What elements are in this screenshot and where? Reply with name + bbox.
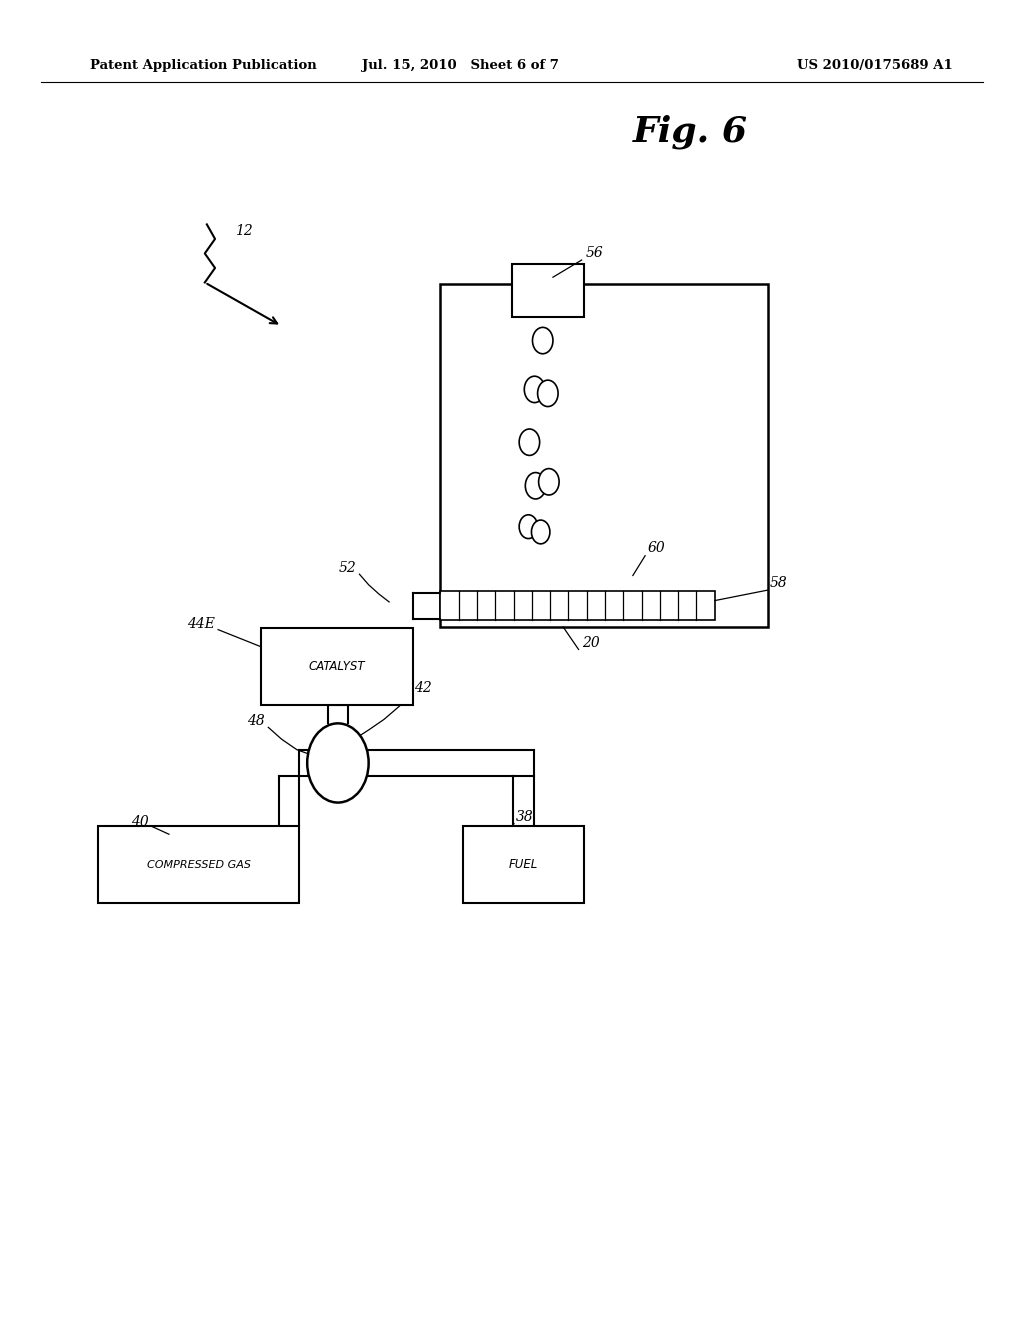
Text: 48: 48 <box>248 714 265 727</box>
Text: US 2010/0175689 A1: US 2010/0175689 A1 <box>797 59 952 73</box>
Text: Patent Application Publication: Patent Application Publication <box>90 59 316 73</box>
Bar <box>512 264 584 317</box>
Text: 20: 20 <box>582 636 599 649</box>
Circle shape <box>531 520 550 544</box>
Text: 40: 40 <box>131 816 148 829</box>
Text: 60: 60 <box>647 541 665 554</box>
Circle shape <box>532 327 553 354</box>
Circle shape <box>519 429 540 455</box>
Text: 44E: 44E <box>187 618 215 631</box>
Text: CATALYST: CATALYST <box>308 660 366 673</box>
Circle shape <box>538 380 558 407</box>
Text: 58: 58 <box>770 577 787 590</box>
Text: Fig. 6: Fig. 6 <box>633 115 748 149</box>
Bar <box>261 628 413 705</box>
Circle shape <box>307 723 369 803</box>
Bar <box>440 591 715 620</box>
Text: 38: 38 <box>516 810 534 824</box>
Circle shape <box>519 515 538 539</box>
Circle shape <box>524 376 545 403</box>
Text: FUEL: FUEL <box>509 858 538 871</box>
Bar <box>98 826 299 903</box>
Bar <box>440 284 768 627</box>
Text: Jul. 15, 2010   Sheet 6 of 7: Jul. 15, 2010 Sheet 6 of 7 <box>362 59 559 73</box>
Bar <box>463 826 584 903</box>
Text: COMPRESSED GAS: COMPRESSED GAS <box>146 859 251 870</box>
Text: 56: 56 <box>586 247 603 260</box>
Circle shape <box>539 469 559 495</box>
Text: 42: 42 <box>414 681 431 694</box>
Text: 12: 12 <box>236 224 253 238</box>
Circle shape <box>525 473 546 499</box>
Text: 52: 52 <box>339 561 356 574</box>
